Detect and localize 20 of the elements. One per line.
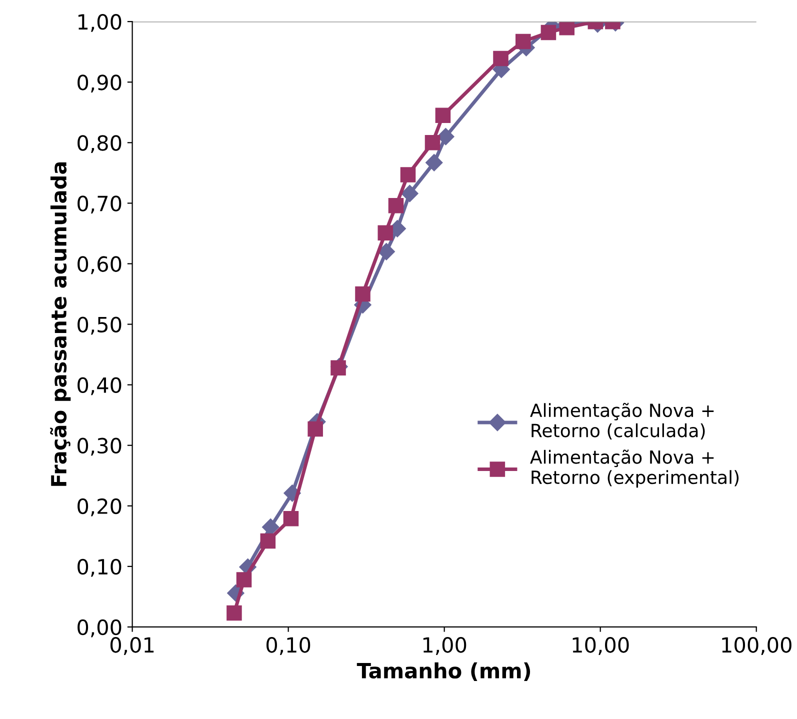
y-axis-title: Fração passante acumulada: [50, 162, 71, 486]
y-tick-label: 0,10: [78, 558, 122, 577]
x-tick-label: 0,10: [266, 637, 310, 655]
x-tick-label: 100,00: [722, 637, 792, 655]
legend-label: Alimentação Nova + Retorno (experimental): [530, 450, 739, 488]
x-tick-label: 10,00: [572, 637, 629, 655]
y-tick-label: 0,70: [78, 196, 122, 214]
x-axis-title: Tamanho (mm): [356, 662, 530, 681]
y-tick-label: 0,90: [78, 74, 122, 92]
y-tick-label: 0,50: [78, 316, 122, 335]
y-tick-label: 0,40: [78, 377, 122, 396]
y-tick-label: 0,20: [78, 498, 122, 516]
y-tick-label: 1,00: [78, 14, 122, 32]
x-tick-label: 1,00: [423, 637, 466, 655]
y-tick-label: 0,30: [78, 438, 122, 456]
y-tick-label: 0,60: [78, 256, 122, 274]
y-tick-label: 0,80: [78, 135, 122, 153]
y-tick-label: 0,00: [78, 619, 122, 638]
x-tick-label: 0,01: [110, 637, 154, 655]
legend-label: Alimentação Nova + Retorno (calculada): [530, 402, 714, 440]
